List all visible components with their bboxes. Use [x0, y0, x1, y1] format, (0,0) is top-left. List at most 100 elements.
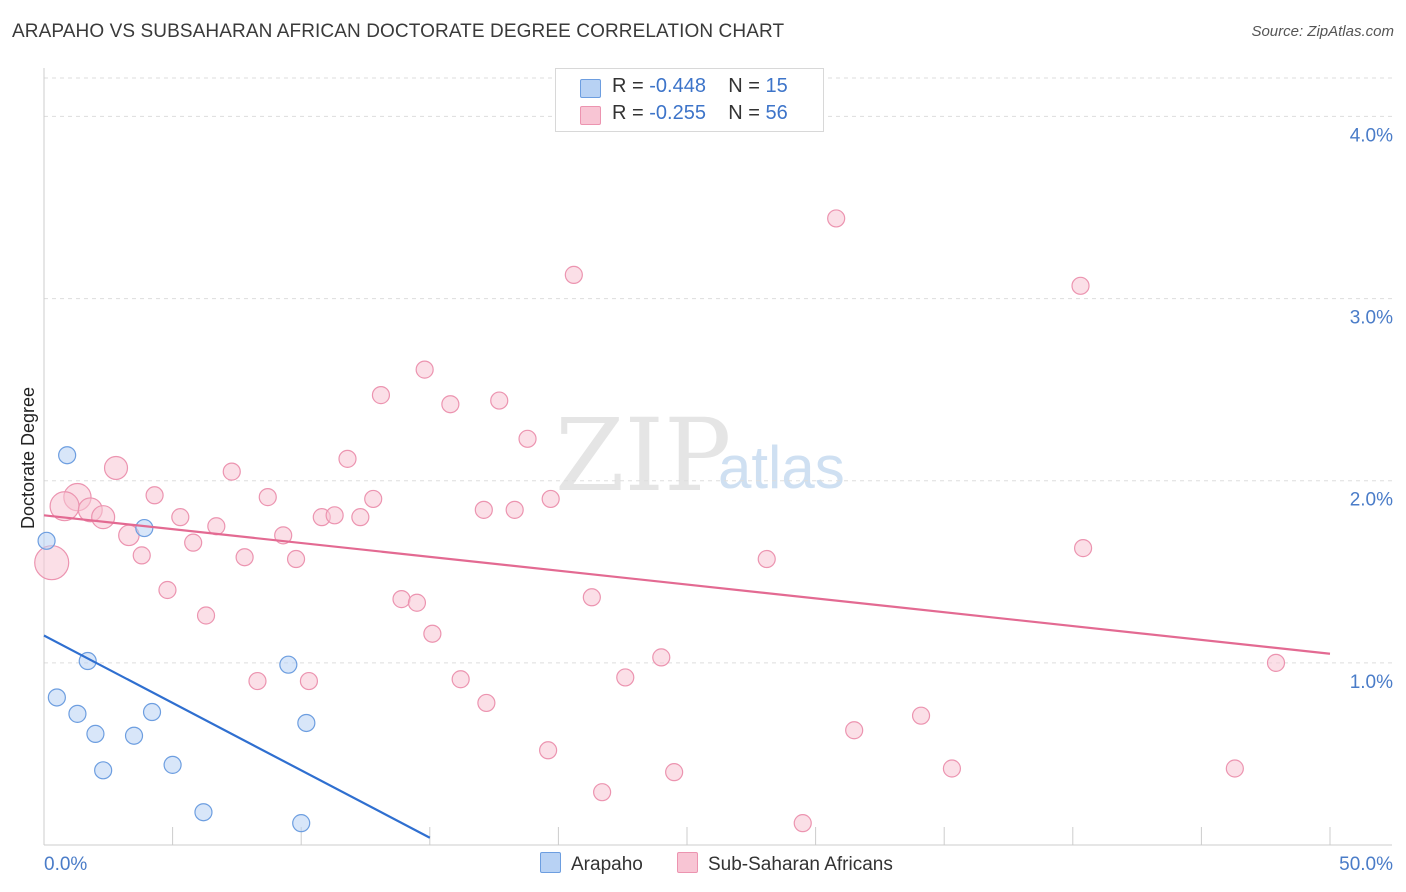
arapaho-point	[94, 761, 113, 780]
subsaharan-point	[364, 489, 383, 509]
y-axis-label: Doctorate Degree	[18, 387, 38, 529]
subsaharan-point	[103, 455, 129, 481]
arapaho-point	[86, 724, 105, 743]
subsaharan-point	[132, 546, 151, 565]
subsaharan-point	[582, 588, 601, 607]
subsaharan-points	[34, 209, 1286, 833]
subsaharan-point	[477, 693, 496, 713]
subsaharan-point	[338, 449, 357, 468]
subsaharan-point	[539, 741, 558, 760]
legend-label-arapaho: Arapaho	[571, 854, 643, 875]
subsaharan-point	[407, 593, 427, 612]
arapaho-point	[68, 704, 87, 723]
subsaharan-point	[34, 545, 70, 581]
subsaharan-point	[392, 590, 411, 609]
legend-r-value: -0.255	[649, 102, 706, 124]
arapaho-points	[37, 446, 316, 833]
subsaharan-point	[911, 706, 931, 725]
arapaho-swatch	[540, 852, 561, 873]
legend-n-value: 56	[765, 102, 788, 124]
y-tick-label: 1.0%	[1350, 672, 1393, 693]
gridlines	[44, 77, 1392, 664]
tick-labels: 1.0% 2.0% 3.0% 4.0% 0.0% 50.0%	[44, 125, 1393, 875]
subsaharan-point	[1071, 276, 1090, 295]
arapaho-point	[142, 702, 162, 722]
subsaharan-point	[827, 209, 846, 228]
arapaho-point	[37, 531, 56, 550]
subsaharan-point	[652, 648, 671, 667]
subsaharan-point	[665, 763, 684, 782]
arapaho-point	[135, 518, 154, 538]
subsaharan-point	[423, 624, 442, 643]
axes	[43, 68, 1392, 846]
subsaharan-point	[1073, 539, 1093, 558]
subsaharan-point	[793, 814, 812, 833]
subsaharan-point	[235, 548, 254, 567]
subsaharan-point	[518, 429, 537, 448]
y-tick-label: 2.0%	[1350, 490, 1393, 511]
arapaho-trend-line	[43, 634, 431, 839]
arapaho-point	[297, 713, 316, 733]
arapaho-point	[47, 688, 66, 707]
arapaho-point	[194, 803, 213, 822]
subsaharan-point	[490, 391, 509, 410]
subsaharan-point	[942, 759, 962, 778]
bottom-legend-subsaharan: Sub-Saharan Africans	[677, 852, 893, 876]
x-tick-label: 0.0%	[44, 854, 87, 875]
subsaharan-point	[541, 489, 560, 509]
subsaharan-point	[184, 533, 203, 552]
subsaharan-point	[1266, 653, 1286, 672]
subsaharan-point	[451, 670, 470, 689]
subsaharan-point	[593, 783, 612, 802]
subsaharan-point	[441, 395, 460, 414]
bottom-legend-arapaho: Arapaho	[540, 852, 643, 876]
subsaharan-point	[616, 668, 635, 687]
subsaharan-point	[371, 386, 391, 405]
subsaharan-trend-line	[43, 514, 1331, 655]
y-tick-label: 4.0%	[1350, 125, 1393, 146]
legend-n-label: N =	[728, 75, 760, 97]
watermark-atlas: atlas	[718, 434, 845, 501]
subsaharan-swatch	[580, 106, 601, 125]
legend-r-value: -0.448	[649, 75, 706, 97]
y-tick-label: 3.0%	[1350, 308, 1393, 329]
x-tick-label: 50.0%	[1339, 854, 1393, 875]
subsaharan-point	[91, 505, 116, 530]
legend-r-label: R =	[612, 102, 644, 124]
subsaharan-point	[145, 486, 164, 505]
subsaharan-point	[196, 606, 216, 625]
legend-label-subsaharan: Sub-Saharan Africans	[708, 854, 893, 875]
subsaharan-point	[505, 500, 524, 519]
source-label: Source: ZipAtlas.com	[1251, 23, 1394, 40]
stats-legend: R = -0.448 N = 15 R = -0.255 N = 56	[555, 68, 824, 132]
legend-r-label: R =	[612, 75, 644, 97]
arapaho-point	[124, 726, 144, 745]
subsaharan-point	[286, 549, 306, 569]
subsaharan-point	[564, 265, 583, 284]
arapaho-swatch	[580, 79, 601, 98]
subsaharan-point	[325, 506, 344, 525]
subsaharan-point	[158, 580, 177, 600]
subsaharan-point	[1225, 759, 1244, 778]
subsaharan-point	[299, 671, 319, 691]
watermark: ZIP atlas	[555, 397, 845, 514]
subsaharan-swatch	[677, 852, 698, 873]
subsaharan-point	[222, 462, 241, 481]
subsaharan-point	[248, 671, 267, 691]
arapaho-point	[58, 446, 77, 465]
trend-lines	[43, 514, 1331, 839]
subsaharan-point	[845, 721, 864, 740]
subsaharan-point	[757, 549, 776, 569]
subsaharan-point	[258, 488, 277, 507]
arapaho-point	[292, 814, 311, 833]
subsaharan-point	[415, 360, 434, 379]
subsaharan-point	[171, 508, 190, 527]
legend-n-label: N =	[728, 102, 760, 124]
chart-title: ARAPAHO VS SUBSAHARAN AFRICAN DOCTORATE …	[12, 21, 785, 42]
watermark-zip: ZIP	[555, 397, 731, 514]
legend-n-value: 15	[765, 75, 788, 97]
arapaho-point	[163, 755, 182, 774]
arapaho-point	[279, 655, 298, 674]
subsaharan-point	[474, 500, 493, 519]
